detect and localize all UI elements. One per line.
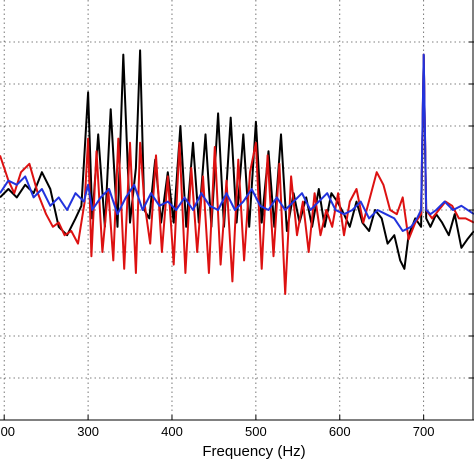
x-tick-label: 600: [329, 424, 351, 439]
x-tick-label: 700: [413, 424, 435, 439]
x-axis-label: Frequency (Hz): [202, 443, 305, 460]
x-tick-label: 400: [161, 424, 183, 439]
blue-series-line: [0, 53, 474, 232]
series-lines: [0, 49, 474, 295]
x-tick-label: 500: [245, 424, 267, 439]
x-tick-label: 200: [0, 424, 15, 439]
red-series-line: [0, 53, 474, 295]
x-tick-labels: 200 300 400 500 600 700: [0, 41, 474, 439]
black-series-line: [0, 49, 474, 270]
x-tick-label: 300: [77, 424, 99, 439]
